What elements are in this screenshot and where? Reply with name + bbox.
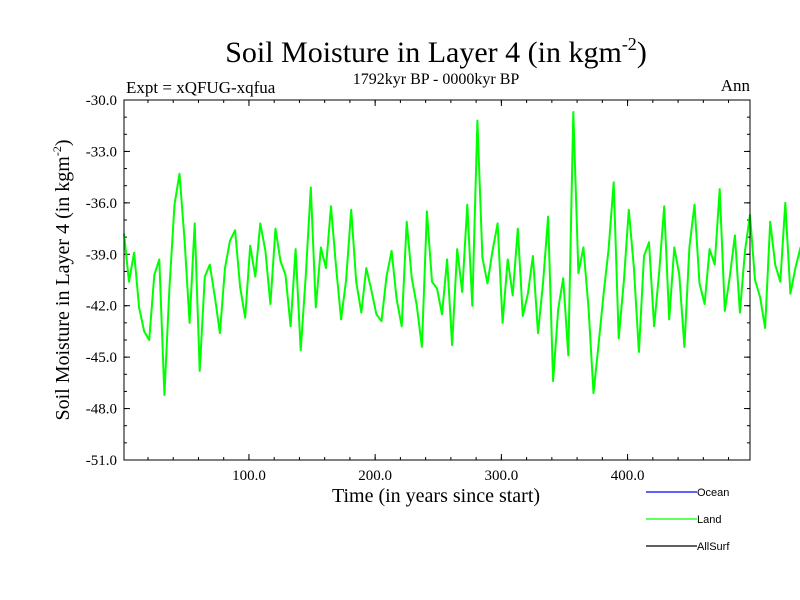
legend-label-ocean: Ocean	[697, 487, 729, 499]
chart-subtitle: 1792kyr BP - 0000kyr BP	[353, 71, 520, 88]
y-tick-label: -45.0	[86, 350, 117, 366]
legend-label-allsurf: AllSurf	[697, 541, 730, 553]
legend-label-land: Land	[697, 514, 721, 526]
plot-frame	[123, 99, 751, 461]
x-tick-label: 200.0	[358, 468, 392, 484]
axis-ticks	[124, 99, 750, 461]
legend: Ocean Land AllSurf	[646, 487, 730, 553]
x-tick-label: 100.0	[232, 468, 266, 484]
y-tick-label: -42.0	[86, 299, 117, 315]
x-tick-label: 400.0	[611, 468, 645, 484]
y-tick-label: -36.0	[86, 196, 117, 212]
experiment-label: Expt = xQFUG-xqfua	[126, 78, 276, 97]
y-tick-label: -33.0	[86, 144, 117, 160]
period-label: Ann	[721, 76, 751, 95]
y-axis-label: Soil Moisture in Layer 4 (in kgm-2)	[50, 139, 74, 420]
x-axis-label: Time (in years since start)	[332, 485, 540, 507]
y-tick-label: -48.0	[86, 402, 117, 418]
svg-text:Soil Moisture in Layer 4 (in k: Soil Moisture in Layer 4 (in kgm-2)	[50, 139, 74, 420]
y-tick-label: -51.0	[86, 453, 117, 469]
chart-title: Soil Moisture in Layer 4 (in kgm-2)	[225, 34, 647, 69]
axis-tick-labels: -30.0 -33.0 -36.0 -39.0 -42.0 -45.0 -48.0 -51.0…	[86, 93, 645, 484]
y-tick-label: -39.0	[86, 247, 117, 263]
x-tick-label: 300.0	[484, 468, 518, 484]
series-line-land	[123, 111, 800, 396]
y-tick-label: -30.0	[86, 93, 117, 109]
